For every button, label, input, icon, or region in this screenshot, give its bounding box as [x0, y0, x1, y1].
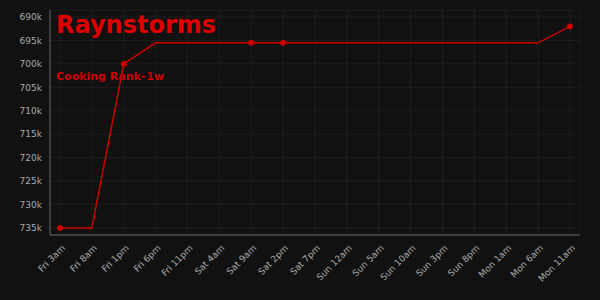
- svg-text:Fri 11pm: Fri 11pm: [160, 243, 195, 278]
- svg-text:Sun 12am: Sun 12am: [315, 243, 354, 282]
- svg-text:730k: 730k: [20, 200, 43, 210]
- svg-text:Mon 1am: Mon 1am: [477, 243, 514, 280]
- svg-text:735k: 735k: [20, 223, 43, 233]
- svg-text:Sun 10am: Sun 10am: [378, 243, 417, 282]
- html-text:Cooking Rank–1w: Cooking Rank–1w: [56, 70, 165, 83]
- svg-text:Sat 9am: Sat 9am: [225, 243, 259, 277]
- svg-text:Sun 3pm: Sun 3pm: [414, 243, 449, 278]
- svg-text:Sat 4am: Sat 4am: [193, 243, 227, 277]
- svg-text:690k: 690k: [20, 12, 43, 22]
- svg-text:Sat 2pm: Sat 2pm: [256, 243, 290, 277]
- svg-text:Sun 8pm: Sun 8pm: [445, 243, 482, 279]
- svg-text:Mon 11am: Mon 11am: [536, 243, 577, 284]
- svg-text:Fri 1pm: Fri 1pm: [100, 243, 131, 274]
- svg-text:Fri 8am: Fri 8am: [68, 243, 99, 274]
- svg-text:695k: 695k: [20, 36, 43, 46]
- svg-text:Fri 3am: Fri 3am: [36, 243, 67, 274]
- svg-text:Fri 6pm: Fri 6pm: [132, 243, 163, 274]
- svg-text:Mon 6am: Mon 6am: [508, 243, 546, 280]
- html-text:Raynstorms: Raynstorms: [56, 11, 216, 39]
- svg-text:715k: 715k: [20, 129, 43, 139]
- svg-text:Sun 5am: Sun 5am: [350, 243, 386, 279]
- svg-text:710k: 710k: [20, 106, 43, 116]
- svg-text:725k: 725k: [20, 176, 43, 186]
- svg-text:Sat 7pm: Sat 7pm: [288, 243, 323, 277]
- svg-text:705k: 705k: [20, 83, 43, 93]
- svg-text:720k: 720k: [20, 153, 43, 163]
- svg-text:700k: 700k: [20, 59, 43, 69]
